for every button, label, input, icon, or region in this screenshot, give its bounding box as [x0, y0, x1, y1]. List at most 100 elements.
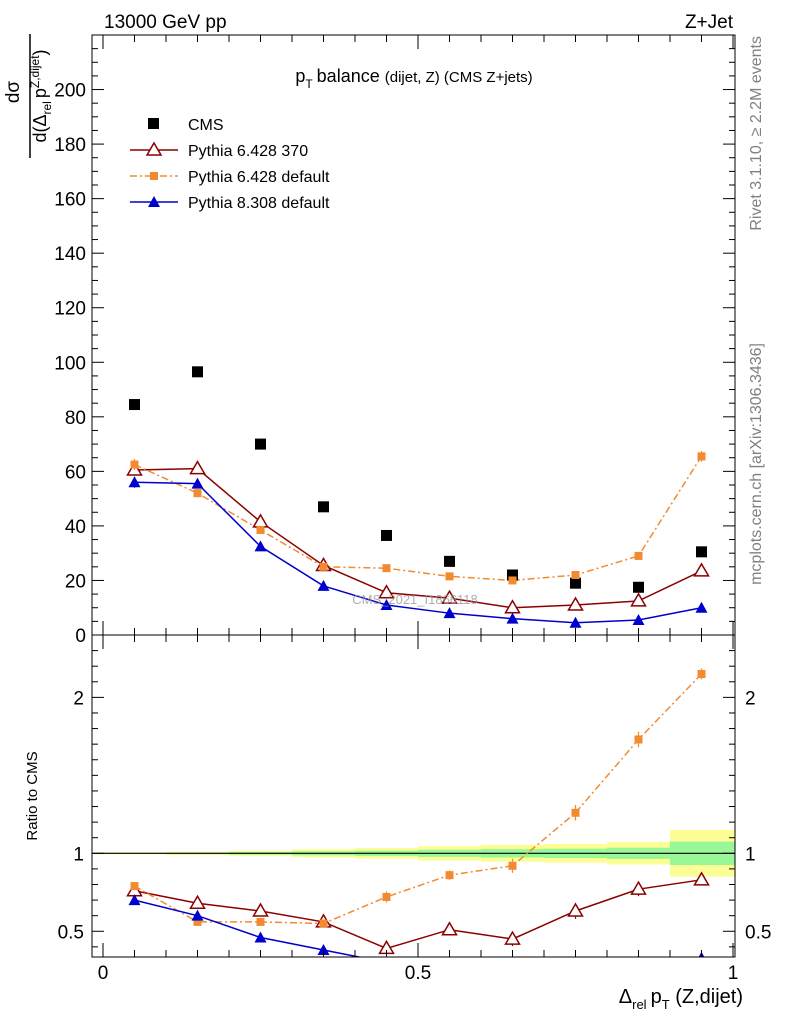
ratio-x-label: Δrel pT (Z,dijet)	[619, 986, 743, 1012]
ratio-point-pythia-8-308-default	[444, 958, 456, 969]
main-point-pythia-6-428-default	[634, 551, 643, 560]
main-point-pythia-6-428-default	[571, 571, 580, 579]
y-label-denominator: d(ΔrelpZ,dijet)	[28, 49, 54, 142]
main-point-pythia-8-308-default	[317, 579, 330, 591]
source-label: mcplots.cern.ch [arXiv:1306.3436]	[748, 343, 765, 585]
main-point-cms	[696, 546, 707, 558]
ratio-point-pythia-6-428-370	[630, 880, 647, 895]
legend-entry-pythia8-default: Pythia 8.308 default	[130, 195, 330, 212]
main-y-tick-label: 0	[75, 626, 86, 647]
main-line-pythia-6-428-default	[134, 455, 703, 582]
main-x-ticks	[102, 35, 734, 635]
main-point-pythia-8-308-default	[254, 540, 267, 552]
main-point-pythia-8-308-default	[191, 477, 204, 489]
legend-entry-pythia6-default: Pythia 6.428 default	[130, 169, 330, 186]
main-y-tick-label: 140	[54, 244, 86, 265]
main-y-tick-label: 60	[65, 462, 86, 483]
ratio-y-tick-label-right: 2	[745, 688, 756, 709]
main-y-tick-label: 40	[65, 517, 86, 538]
rivet-label: Rivet 3.1.10, ≥ 2.2M events	[748, 36, 765, 231]
x-label-delta: Δ	[619, 986, 632, 1008]
ratio-point-pythia-6-428-370	[567, 902, 584, 917]
y-label-den-prefix: d(	[30, 127, 50, 143]
main-point-pythia-8-308-default	[380, 599, 393, 610]
main-point-pythia-6-428-default	[508, 576, 517, 585]
ratio-point-pythia-6-428-default	[130, 882, 139, 891]
main-point-pythia-6-428-370	[693, 562, 710, 577]
y-label-den-rel: rel	[40, 101, 54, 114]
ratio-point-pythia-6-428-default	[193, 917, 202, 926]
main-point-pythia-6-428-default	[697, 452, 706, 461]
process-label: Z+Jet	[685, 12, 734, 33]
main-point-pythia-6-428-default	[256, 526, 265, 534]
main-line-pythia-8-308-default	[134, 481, 702, 624]
main-point-pythia-6-428-370	[189, 460, 206, 475]
ratio-point-pythia-8-308-default	[570, 966, 582, 977]
main-point-pythia-8-308-default	[443, 607, 456, 619]
main-point-pythia-6-428-default	[319, 562, 328, 571]
main-y-axis: 0 20 40 60 80 100 120 140 160 180 200	[54, 48, 735, 647]
y-label-den-sup: Z,dijet	[28, 55, 42, 88]
watermark: CMS_2021_I1866118	[352, 592, 478, 607]
legend-marker-pythia6-default	[150, 172, 158, 180]
ratio-point-pythia-6-428-default	[697, 669, 706, 678]
ratio-x-tick-label: 0	[98, 963, 109, 984]
ratio-point-pythia-6-428-default	[508, 861, 517, 870]
main-point-pythia-6-428-370	[252, 513, 269, 528]
legend-marker-pythia8-default	[148, 196, 160, 207]
main-point-pythia-8-308-default	[128, 476, 141, 488]
main-series	[126, 366, 710, 628]
main-point-cms	[633, 581, 644, 593]
main-point-pythia-8-308-default	[569, 616, 582, 628]
main-point-cms	[381, 529, 392, 541]
main-title-sub: (dijet, Z) (CMS Z+jets)	[385, 69, 533, 86]
ratio-panel: 0.5 0.51 12 2 0 0.5 1 Ratio to CMS Δrel pT (Z,…	[24, 634, 771, 1012]
main-point-cms	[255, 438, 266, 450]
legend-label-pythia8-default: Pythia 8.308 default	[188, 195, 330, 212]
main-point-pythia-6-428-370	[567, 596, 584, 611]
main-y-tick-label: 120	[54, 299, 86, 320]
main-point-pythia-8-308-default	[695, 601, 708, 613]
main-point-cms	[192, 366, 203, 378]
main-point-pythia-6-428-default	[130, 460, 139, 469]
main-y-tick-label: 80	[65, 408, 86, 429]
main-point-pythia-6-428-default	[193, 489, 202, 498]
legend-marker-cms	[148, 118, 159, 129]
legend-label-cms: CMS	[188, 117, 224, 134]
ratio-point-pythia-8-308-default	[191, 909, 204, 921]
ratio-point-pythia-6-428-default	[634, 735, 643, 744]
ratio-x-axis: 0 0.5 1	[98, 635, 739, 984]
main-y-label: dσ d(ΔrelpZ,dijet)	[3, 34, 54, 158]
ratio-y-tick-label: 1	[73, 844, 84, 865]
main-point-pythia-6-428-370	[378, 584, 395, 599]
ratio-point-pythia-6-428-370	[441, 921, 458, 936]
main-point-pythia-6-428-default	[382, 564, 391, 573]
main-y-tick-label: 20	[65, 571, 86, 592]
ratio-point-pythia-6-428-default	[256, 917, 265, 926]
main-point-cms	[318, 501, 329, 513]
ratio-point-pythia-6-428-default	[319, 919, 328, 928]
ratio-line-pythia-6-428-default	[134, 673, 703, 925]
x-label-rel: rel	[632, 997, 647, 1012]
legend-entry-pythia6-370: Pythia 6.428 370	[130, 141, 308, 160]
main-point-pythia-8-308-default	[506, 612, 519, 624]
main-y-tick-label: 160	[54, 190, 86, 211]
ratio-series	[126, 668, 710, 977]
ratio-point-pythia-6-428-default	[382, 892, 391, 901]
ratio-point-pythia-6-428-370	[693, 871, 710, 886]
main-point-cms	[129, 399, 140, 411]
main-y-tick-label: 200	[54, 81, 86, 102]
ratio-line-pythia-8-308-default	[134, 899, 363, 957]
ratio-x-tick-label: 1	[728, 963, 739, 984]
legend: CMS Pythia 6.428 370 Pythia 6.428 defaul…	[130, 117, 330, 212]
legend-label-pythia6-370: Pythia 6.428 370	[188, 143, 308, 160]
main-point-pythia-6-428-370	[441, 589, 458, 604]
ratio-line-pythia-6-428-370	[134, 879, 702, 950]
legend-label-pythia6-default: Pythia 6.428 default	[188, 169, 330, 186]
main-title-text: balance	[317, 66, 380, 86]
main-point-cms	[507, 569, 518, 581]
ratio-point-pythia-8-308-default	[317, 943, 330, 955]
main-y-tick-label: 180	[54, 135, 86, 156]
ratio-point-pythia-6-428-370	[189, 894, 206, 909]
